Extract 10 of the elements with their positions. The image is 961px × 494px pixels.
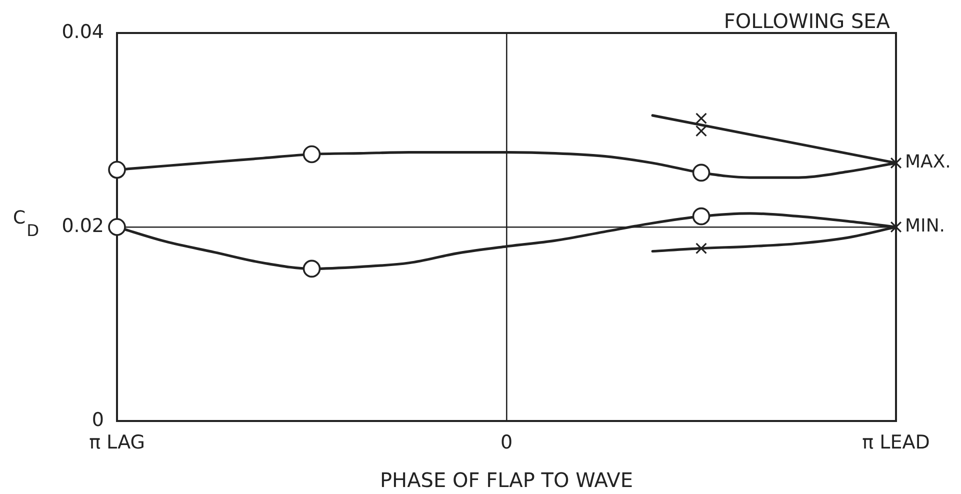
y-tick-label: 0.02 — [62, 214, 104, 237]
x-tick-label: 0 — [500, 431, 513, 454]
x-axis-title: PHASE OF FLAP TO WAVE — [380, 468, 633, 492]
chart-title: FOLLOWING SEA — [724, 9, 890, 33]
x-tick-label: π LAG — [89, 431, 145, 454]
annotation: MIN. — [905, 216, 946, 237]
annotation: MAX. — [905, 152, 951, 173]
y-tick-label: 0.04 — [62, 20, 104, 43]
y-tick-label: 0 — [92, 408, 104, 431]
x-tick-label: π LEAD — [862, 431, 930, 454]
